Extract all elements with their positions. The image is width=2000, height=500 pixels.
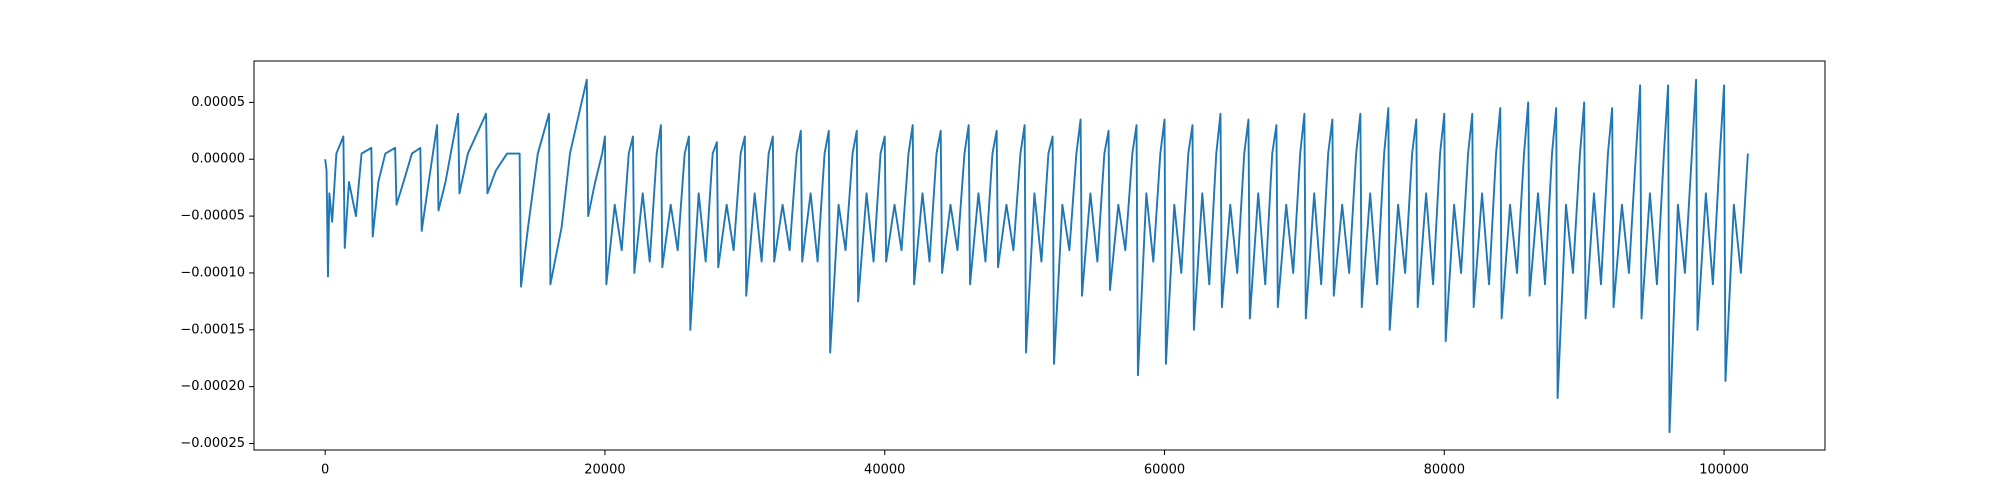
- x-tick-label: 20000: [584, 463, 625, 478]
- y-tick-label: 0.00005: [191, 95, 245, 110]
- data-line: [324, 78, 1749, 434]
- x-tick-label: 60000: [1144, 463, 1185, 478]
- y-tick-label: −0.00015: [180, 322, 245, 337]
- x-tick-label: 0: [321, 463, 329, 478]
- y-tick-label: −0.00005: [180, 209, 245, 224]
- y-tick-label: −0.00010: [180, 265, 245, 280]
- x-tick-label: 40000: [864, 463, 905, 478]
- axes-frame: [253, 60, 1826, 451]
- y-tick-label: −0.00020: [180, 379, 245, 394]
- y-tick-label: 0.00000: [191, 152, 245, 167]
- x-tick-label: 100000: [1699, 463, 1749, 478]
- x-tick-label: 80000: [1424, 463, 1465, 478]
- y-tick-label: −0.00025: [180, 436, 245, 451]
